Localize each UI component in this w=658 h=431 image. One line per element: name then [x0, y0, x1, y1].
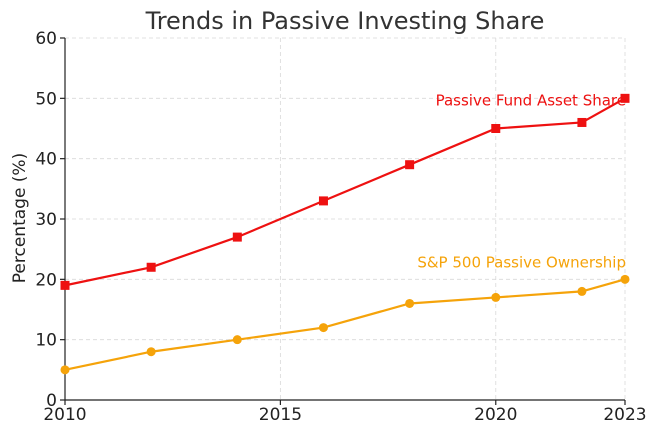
- chart-title: Trends in Passive Investing Share: [145, 7, 545, 35]
- grid-lines: [64, 37, 626, 401]
- series-group: [60, 93, 630, 375]
- data-point: [318, 196, 328, 206]
- x-tick-label: 2015: [259, 405, 302, 425]
- data-point: [318, 323, 328, 333]
- data-point: [491, 124, 501, 133]
- data-point: [60, 280, 70, 290]
- data-point: [405, 160, 415, 170]
- data-point: [232, 232, 242, 242]
- data-point: [146, 262, 156, 272]
- series-labels: Passive Fund Asset Share S&P 500 Passive …: [417, 91, 626, 271]
- tick-labels: 0 10 20 30 40 50 60 2010 2015 2020 2023: [35, 29, 646, 425]
- y-tick-label: 0: [46, 391, 57, 411]
- data-point: [60, 365, 70, 375]
- y-tick-label: 50: [35, 89, 57, 109]
- x-tick-label: 2010: [43, 405, 86, 425]
- series-label: Passive Fund Asset Share: [436, 91, 626, 109]
- x-tick-label: 2023: [603, 405, 646, 425]
- y-tick-label: 40: [35, 150, 57, 170]
- y-tick-label: 30: [35, 210, 57, 230]
- series-label: S&P 500 Passive Ownership: [417, 253, 626, 271]
- y-axis-label: Percentage (%): [10, 153, 30, 283]
- data-point: [146, 347, 156, 357]
- data-point: [491, 292, 501, 302]
- y-tick-label: 10: [35, 331, 57, 351]
- x-tick-label: 2020: [474, 405, 517, 425]
- series-line: [64, 278, 626, 371]
- data-point: [577, 286, 587, 296]
- data-point: [620, 93, 630, 103]
- axes: [60, 37, 626, 405]
- data-point: [405, 298, 415, 308]
- data-point: [620, 274, 630, 284]
- data-point: [232, 335, 242, 345]
- series-line: [64, 97, 626, 287]
- y-tick-label: 60: [35, 29, 57, 49]
- y-tick-label: 20: [35, 270, 57, 290]
- data-point: [577, 117, 587, 127]
